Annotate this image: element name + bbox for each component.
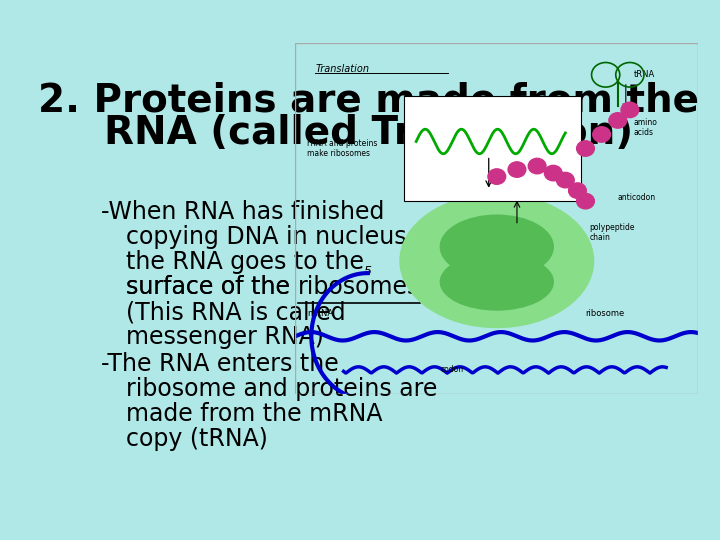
Text: anticodon: anticodon bbox=[618, 193, 656, 202]
Text: ribosomes: ribosomes bbox=[298, 275, 420, 299]
Circle shape bbox=[544, 165, 562, 181]
Text: copying DNA in nucleus: copying DNA in nucleus bbox=[126, 225, 407, 249]
Text: -When RNA has finished: -When RNA has finished bbox=[101, 200, 384, 225]
Text: RNA (called Translation): RNA (called Translation) bbox=[104, 114, 634, 152]
Circle shape bbox=[577, 141, 595, 156]
Ellipse shape bbox=[441, 254, 553, 310]
Text: mRNA: mRNA bbox=[307, 309, 333, 318]
Circle shape bbox=[593, 127, 611, 142]
Text: amino
acids: amino acids bbox=[634, 118, 658, 137]
Circle shape bbox=[609, 113, 626, 128]
Text: tRNA: tRNA bbox=[634, 70, 655, 79]
Text: Translation: Translation bbox=[315, 64, 369, 75]
Circle shape bbox=[577, 193, 595, 209]
Circle shape bbox=[528, 158, 546, 174]
Bar bbox=[404, 96, 582, 201]
Circle shape bbox=[621, 102, 639, 118]
Text: messenger RNA): messenger RNA) bbox=[126, 325, 324, 349]
Circle shape bbox=[557, 172, 575, 188]
Text: surface of the: surface of the bbox=[126, 275, 298, 299]
Text: -The RNA enters the: -The RNA enters the bbox=[101, 352, 339, 376]
Text: ribosome and proteins are: ribosome and proteins are bbox=[126, 377, 438, 401]
Text: the RNA goes to the: the RNA goes to the bbox=[126, 251, 364, 274]
Circle shape bbox=[569, 183, 586, 198]
Text: 5: 5 bbox=[364, 265, 372, 278]
Text: ribosome: ribosome bbox=[585, 309, 625, 318]
Ellipse shape bbox=[441, 215, 553, 278]
Text: rRNA and proteins
make ribosomes: rRNA and proteins make ribosomes bbox=[307, 139, 378, 158]
Text: copy (tRNA): copy (tRNA) bbox=[126, 427, 268, 451]
Circle shape bbox=[488, 169, 505, 184]
Ellipse shape bbox=[400, 194, 593, 327]
Text: 2. Proteins are made from the: 2. Proteins are made from the bbox=[38, 81, 700, 119]
Text: polypeptide
chain: polypeptide chain bbox=[590, 223, 635, 242]
Text: surface of the: surface of the bbox=[126, 275, 298, 299]
Text: (This RNA is called: (This RNA is called bbox=[126, 300, 346, 324]
Text: proteins: proteins bbox=[525, 183, 557, 192]
Text: codon: codon bbox=[441, 365, 464, 374]
Circle shape bbox=[508, 162, 526, 177]
Text: made from the mRNA: made from the mRNA bbox=[126, 402, 383, 426]
